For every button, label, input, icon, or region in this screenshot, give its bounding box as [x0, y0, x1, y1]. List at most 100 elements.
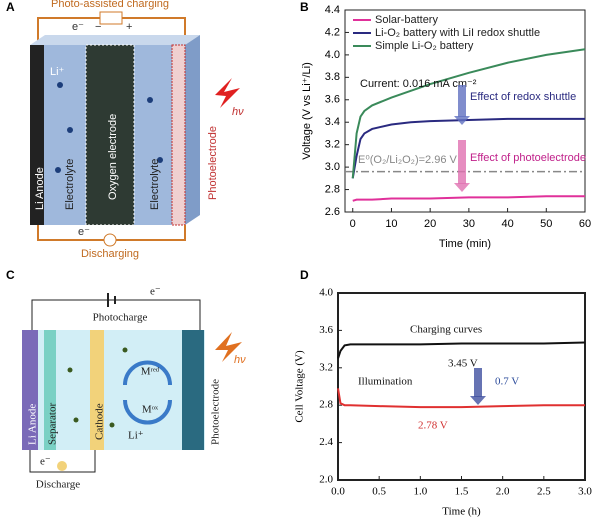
annotation: Charging curves: [410, 324, 482, 336]
ion: [67, 127, 73, 133]
chart: B 2.6 2.8 3.0 3.2 3.4 3.6 3.8 4.0 4.2 4.4 0 10 20 30 40…: [300, 0, 591, 250]
diagram-text: Mᵒˣ: [142, 404, 159, 416]
anode: [22, 330, 38, 450]
arrow-head: [454, 183, 470, 192]
panel-a: A Photo-assisted charging e⁻ − + Li⁺ Li …: [6, 0, 244, 260]
x-tick-label: 2.0: [496, 486, 510, 498]
x-tick-label: 60: [579, 218, 591, 230]
cell-side: [185, 35, 200, 225]
diagram-text: Separator: [47, 403, 59, 445]
y-tick-label: 3.0: [325, 161, 340, 173]
y-tick-label: 2.0: [319, 474, 333, 486]
diagram-text: −: [95, 21, 101, 33]
y-tick-label: 3.8: [325, 71, 340, 83]
diagram-text: Li⁺: [128, 430, 144, 442]
y-tick-label: 3.4: [325, 116, 340, 128]
legend-label: Li-O₂ battery with LiI redox shuttle: [375, 27, 540, 39]
x-tick-label: 20: [424, 218, 436, 230]
legend-label: Simple Li-O₂ battery: [375, 40, 474, 52]
y-tick-label: 2.4: [319, 436, 333, 448]
annotation: 3.45 V: [448, 358, 478, 370]
ion: [73, 417, 79, 423]
diagram-text: Li Anode: [27, 404, 39, 445]
y-axis-label: Voltage (V vs Li⁺/Li): [301, 62, 313, 160]
diagram-text: Electrolyte: [149, 159, 161, 210]
light-bolt: [215, 332, 242, 362]
diagram-text: Photocharge: [93, 312, 148, 324]
diagram-text: Oxygen electrode: [107, 114, 119, 200]
wire: [29, 450, 96, 473]
y-tick-label: 2.6: [325, 206, 340, 218]
cycle-arrow: [123, 399, 172, 425]
y-tick-label: 3.6: [325, 94, 340, 106]
oxygen-electrode: [85, 44, 135, 226]
panel-label: D: [300, 268, 309, 282]
series-line: [337, 341, 586, 359]
photoelectrode: [171, 44, 186, 226]
y-tick-label: 4.0: [325, 49, 340, 61]
y-tick-label: 4.0: [319, 287, 333, 299]
ion: [57, 82, 63, 88]
x-tick-label: 0.5: [372, 486, 386, 498]
annotation: Illumination: [358, 376, 413, 388]
diagram-text: Electrolyte: [64, 159, 76, 210]
diagram-text: Cathode: [94, 403, 106, 440]
x-tick-label: 40: [501, 218, 513, 230]
y-tick-label: 3.6: [319, 324, 333, 336]
y-tick-label: 3.2: [319, 361, 333, 373]
x-tick-label: 1.5: [455, 486, 469, 498]
series-line: [352, 195, 585, 202]
diagram-text: Li⁺: [50, 66, 65, 78]
diagram-text: hν: [234, 354, 246, 366]
cathode: [90, 330, 104, 450]
diagram-text: Li Anode: [34, 167, 46, 210]
diagram-text: e⁻: [72, 21, 84, 33]
diagram-text: Mʳᵉᵈ: [141, 366, 160, 378]
arrow-head: [454, 116, 470, 125]
diagram-text: Discharge: [36, 479, 81, 491]
x-axis-label: Time (h): [442, 506, 481, 518]
ion: [122, 347, 128, 353]
cell-top: [30, 35, 200, 45]
battery: [99, 11, 123, 25]
diagram-text: e⁻: [40, 456, 51, 468]
annotation: 0.7 V: [495, 376, 519, 388]
panel-label: A: [6, 0, 15, 14]
x-tick-label: 1.0: [413, 486, 427, 498]
ion: [109, 422, 115, 428]
arrow-shaft: [458, 85, 466, 117]
y-axis-label: Cell Voltage (V): [294, 350, 306, 423]
ion: [147, 97, 153, 103]
diagram-text: +: [126, 21, 132, 33]
annotation: Current: 0.016 mA cm⁻²: [360, 78, 477, 90]
diagram-text: Photoelectrode: [210, 379, 222, 445]
series-line: [351, 117, 585, 179]
arrow-head: [470, 396, 486, 405]
ion: [67, 367, 73, 373]
bulb: [57, 461, 67, 471]
legend-label: Solar-battery: [375, 14, 438, 26]
series-line: [351, 48, 586, 179]
diagram-text: Photoelectrode: [207, 126, 219, 200]
annotation: Effect of photoelectrode: [470, 152, 586, 164]
panel-label: B: [300, 0, 309, 14]
x-tick-label: 0.0: [331, 486, 345, 498]
arrow-shaft: [458, 140, 466, 184]
separator: [44, 330, 56, 450]
annotation: Effect of redox shuttle: [470, 91, 576, 103]
load: [103, 233, 117, 247]
x-tick-label: 2.5: [537, 486, 551, 498]
y-tick-label: 4.2: [325, 26, 340, 38]
panel-c: C e⁻ Photocharge Li Anode Separator Cath…: [6, 268, 246, 490]
cycle-arrow: [123, 360, 172, 386]
diagram-text: hν: [232, 106, 244, 118]
ion: [55, 167, 61, 173]
diagram-text: Discharging: [81, 248, 139, 260]
annotation: 2.78 V: [418, 420, 448, 432]
anode: [30, 45, 44, 225]
arrow-shaft: [474, 368, 482, 397]
cell: [30, 330, 205, 450]
y-tick-label: 3.2: [325, 139, 340, 151]
light-bolt: [215, 78, 240, 108]
